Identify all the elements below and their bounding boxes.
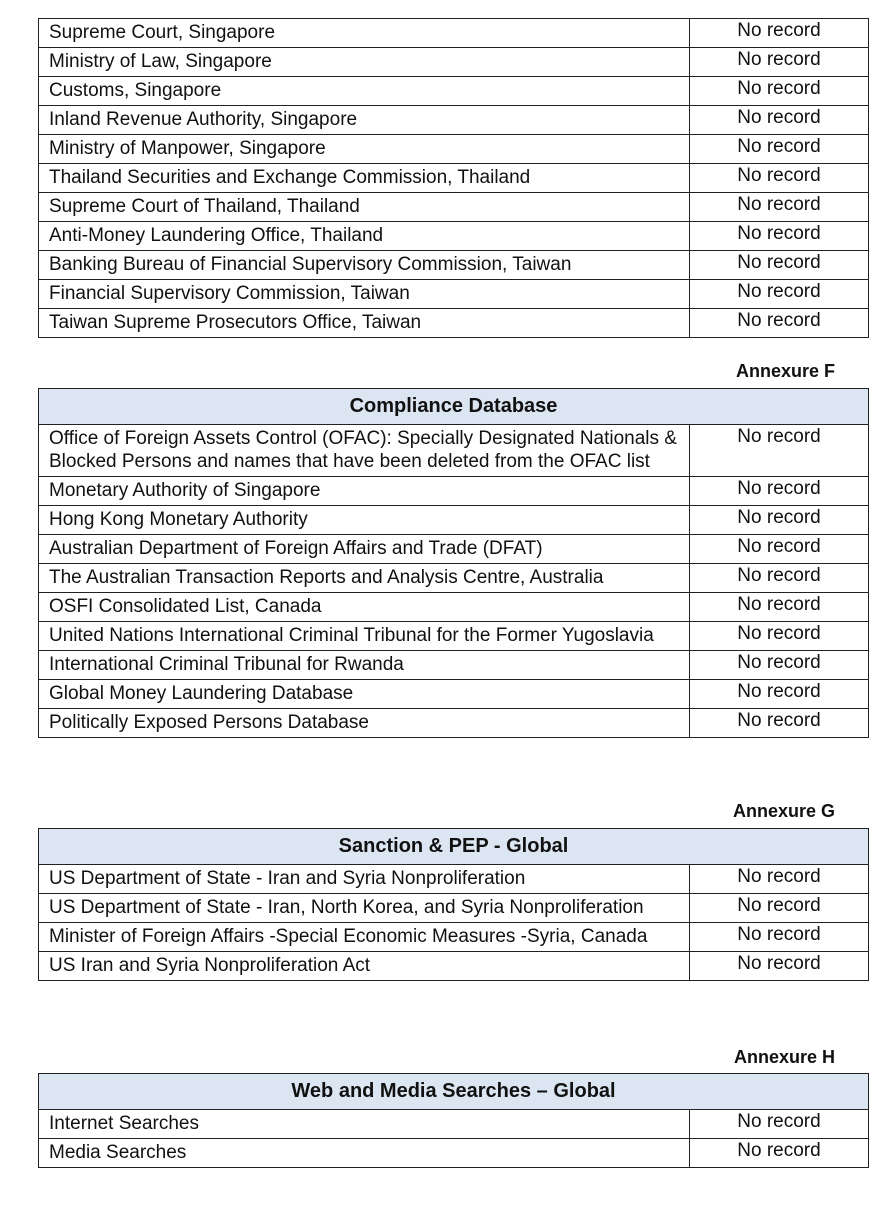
table-row: Banking Bureau of Financial Supervisory …: [38, 250, 869, 280]
result-cell: No record: [689, 105, 869, 135]
source-cell: The Australian Transaction Reports and A…: [38, 563, 690, 593]
table-row: Inland Revenue Authority, Singapore No re…: [38, 105, 869, 135]
source-cell: Australian Department of Foreign Affairs…: [38, 534, 690, 564]
source-cell: Thailand Securities and Exchange Commiss…: [38, 163, 690, 193]
table-title: Compliance Database: [37, 388, 870, 425]
table-row: Internet Searches No record: [38, 1109, 869, 1139]
table-row: US Department of State - Iran and Syria …: [38, 864, 870, 894]
table-row: Australian Department of Foreign Affairs…: [38, 534, 870, 564]
table-row: United Nations International Criminal Tr…: [38, 621, 870, 651]
table-row: Supreme Court of Thailand, Thailand No re…: [38, 192, 869, 222]
table-row: Media Searches No record: [38, 1138, 869, 1168]
result-cell: No record: [688, 563, 870, 593]
table-row: OSFI Consolidated List, Canada No record: [38, 592, 870, 622]
table-row: The Australian Transaction Reports and A…: [38, 563, 870, 593]
source-cell: Internet Searches: [38, 1109, 690, 1139]
source-cell: US Iran and Syria Nonproliferation Act: [38, 951, 690, 981]
result-cell: No record: [688, 621, 870, 651]
result-cell: No record: [688, 650, 870, 680]
result-cell: No record: [688, 893, 870, 923]
source-cell: Supreme Court of Thailand, Thailand: [38, 192, 690, 222]
result-cell: No record: [689, 134, 869, 164]
result-cell: No record: [689, 1109, 869, 1139]
source-cell: Financial Supervisory Commission, Taiwan: [38, 279, 690, 309]
source-cell: Minister of Foreign Affairs -Special Eco…: [38, 922, 690, 952]
table-title: Sanction & PEP - Global: [37, 828, 870, 865]
annexure-g-label: Annexure G: [732, 801, 835, 821]
table-row: Anti-Money Laundering Office, Thailand No…: [38, 221, 869, 251]
source-cell: International Criminal Tribunal for Rwan…: [38, 650, 690, 680]
compliance-database-table: Compliance Database Office of Foreign As…: [37, 388, 870, 738]
table-row: Monetary Authority of Singapore No record: [38, 476, 870, 506]
result-cell: No record: [688, 592, 870, 622]
result-cell: No record: [688, 476, 870, 506]
result-cell: No record: [688, 534, 870, 564]
table-row: Taiwan Supreme Prosecutors Office, Taiwa…: [38, 308, 869, 338]
web-media-searches-table: Web and Media Searches – Global Internet…: [38, 1073, 869, 1168]
result-cell: No record: [688, 864, 870, 894]
result-cell: No record: [689, 163, 869, 193]
table-row: Ministry of Manpower, Singapore No record: [38, 134, 869, 164]
result-cell: No record: [688, 708, 870, 738]
table-row: International Criminal Tribunal for Rwan…: [38, 650, 870, 680]
annexure-f-label: Annexure F: [735, 361, 835, 381]
table-row: Politically Exposed Persons Database No r…: [38, 708, 870, 738]
table-row: US Iran and Syria Nonproliferation Act No…: [38, 951, 870, 981]
result-cell: No record: [689, 279, 869, 309]
source-cell: Monetary Authority of Singapore: [38, 476, 690, 506]
table-row: Global Money Laundering Database No recor…: [38, 679, 870, 709]
source-cell: OSFI Consolidated List, Canada: [38, 592, 690, 622]
source-cell: Media Searches: [38, 1138, 690, 1168]
source-cell: Banking Bureau of Financial Supervisory …: [38, 250, 690, 280]
table-top: Supreme Court, Singapore No record Ministr…: [38, 18, 869, 338]
source-cell: US Department of State - Iran and Syria …: [38, 864, 690, 894]
table-row: US Department of State - Iran, North Kor…: [38, 893, 870, 923]
result-cell: No record: [689, 250, 869, 280]
table-row: Customs, Singapore No record: [38, 76, 869, 106]
source-cell: Ministry of Law, Singapore: [38, 47, 690, 77]
table-row: Ministry of Law, Singapore No record: [38, 47, 869, 77]
source-cell: Politically Exposed Persons Database: [38, 708, 690, 738]
result-cell: No record: [688, 424, 870, 477]
source-cell: Anti-Money Laundering Office, Thailand: [38, 221, 690, 251]
result-cell: No record: [688, 679, 870, 709]
table-row: Financial Supervisory Commission, Taiwan…: [38, 279, 869, 309]
table-row: Minister of Foreign Affairs -Special Eco…: [38, 922, 870, 952]
table-row: Thailand Securities and Exchange Commiss…: [38, 163, 869, 193]
result-cell: No record: [689, 192, 869, 222]
source-cell: Ministry of Manpower, Singapore: [38, 134, 690, 164]
table-row: Office of Foreign Assets Control (OFAC):…: [38, 424, 870, 477]
source-cell: Supreme Court, Singapore: [38, 18, 690, 48]
source-cell: Taiwan Supreme Prosecutors Office, Taiwa…: [38, 308, 690, 338]
result-cell: No record: [689, 76, 869, 106]
result-cell: No record: [689, 1138, 869, 1168]
source-cell: Global Money Laundering Database: [38, 679, 690, 709]
result-cell: No record: [689, 47, 869, 77]
table-row: Hong Kong Monetary Authority No record: [38, 505, 870, 535]
result-cell: No record: [689, 308, 869, 338]
annexure-h-label: Annexure H: [733, 1047, 835, 1067]
result-cell: No record: [688, 505, 870, 535]
sanction-pep-table: Sanction & PEP - Global US Department of…: [37, 828, 870, 981]
result-cell: No record: [688, 922, 870, 952]
result-cell: No record: [689, 18, 869, 48]
source-cell: Office of Foreign Assets Control (OFAC):…: [38, 424, 690, 477]
source-cell: Hong Kong Monetary Authority: [38, 505, 690, 535]
source-cell: US Department of State - Iran, North Kor…: [38, 893, 690, 923]
source-cell: United Nations International Criminal Tr…: [38, 621, 690, 651]
result-cell: No record: [689, 221, 869, 251]
table-title: Web and Media Searches – Global: [38, 1073, 869, 1110]
source-cell: Customs, Singapore: [38, 76, 690, 106]
source-cell: Inland Revenue Authority, Singapore: [38, 105, 690, 135]
table-row: Supreme Court, Singapore No record: [38, 18, 869, 48]
result-cell: No record: [688, 951, 870, 981]
